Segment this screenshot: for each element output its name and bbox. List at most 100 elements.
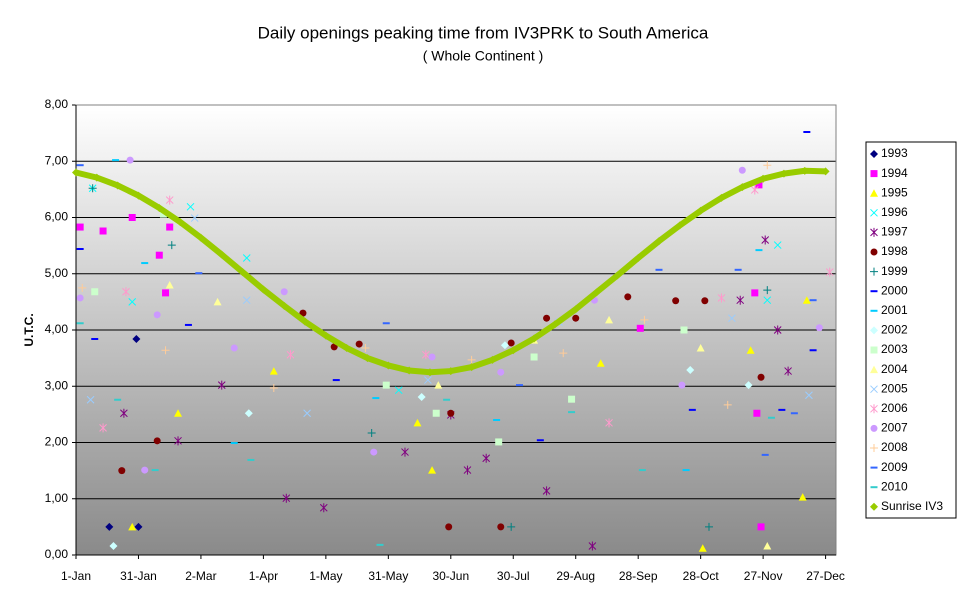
point [744,381,753,390]
point [467,355,476,364]
y-tick-label: 1,00 [45,491,69,505]
point [757,523,765,531]
point [153,311,161,319]
point [798,493,807,501]
x-tick-label: 1-May [309,569,342,583]
y-tick-label: 6,00 [45,210,69,224]
point [72,168,80,177]
point [92,173,101,182]
x-tick-label: 31-May [368,569,408,583]
x-tick-label: 27-Nov [744,569,783,583]
point [701,297,709,305]
point [825,267,834,277]
legend-label: 2001 [881,303,908,317]
legend-marker [870,326,878,335]
point [363,354,372,363]
legend-label: 2002 [881,323,908,337]
point [543,314,551,322]
y-tick-label: 7,00 [45,153,69,167]
point [821,167,830,176]
point [401,447,409,457]
legend-marker [870,365,878,374]
point [723,400,732,409]
point [155,203,164,212]
point [122,287,130,297]
y-tick-label: 0,00 [45,547,69,561]
x-tick-label: 27-Dec [806,569,845,583]
legend-label: 2006 [881,401,908,415]
point [217,250,226,259]
point [509,346,518,355]
point [572,314,580,322]
legend-marker [870,424,878,432]
point [167,241,176,250]
legend-label: 2005 [881,381,908,395]
point [696,206,705,215]
point [738,183,747,192]
x-tick-label: 31-Jan [120,569,157,583]
point [717,193,726,202]
point [634,254,643,262]
point [259,285,268,294]
legend-marker [870,150,878,158]
point [500,341,509,350]
point [698,544,707,552]
point [244,409,253,418]
point [467,363,476,372]
point [497,368,505,376]
point [242,296,251,305]
point [109,542,118,550]
point [76,294,84,302]
point [86,395,95,404]
point [282,493,291,503]
point [186,202,195,211]
point [636,324,644,332]
point [696,344,705,352]
point [174,436,182,446]
chart-title: Daily openings peaking time from IV3PRK … [258,23,709,42]
point [779,169,788,178]
point [447,409,455,417]
point [507,522,516,531]
point [165,195,174,205]
point [162,289,170,297]
point [126,156,134,164]
y-axis-label: U.T.C. [22,313,36,346]
point [605,315,614,324]
point [196,233,205,242]
point [428,353,436,361]
point [530,353,538,361]
point [751,289,759,297]
point [76,223,84,231]
point [530,334,539,343]
point [280,301,289,310]
point [640,315,649,324]
point [655,237,664,246]
point [370,448,378,456]
point [118,467,126,475]
point [99,227,107,235]
point [384,361,393,370]
point [680,326,688,334]
point [134,191,143,200]
legend-label: 2010 [881,479,908,493]
point [757,373,765,381]
point [759,174,768,183]
point [176,218,185,226]
point [303,409,311,418]
point [382,381,390,389]
legend-marker [870,170,878,178]
point [763,542,772,550]
point [213,297,222,306]
point [624,293,632,301]
point [217,380,226,390]
point [161,346,170,355]
point [165,281,174,289]
legend-label: Sunrise IV3 [881,499,943,513]
point [763,296,772,305]
point [738,166,746,174]
point [675,221,684,230]
point [190,214,199,222]
point [446,367,455,376]
